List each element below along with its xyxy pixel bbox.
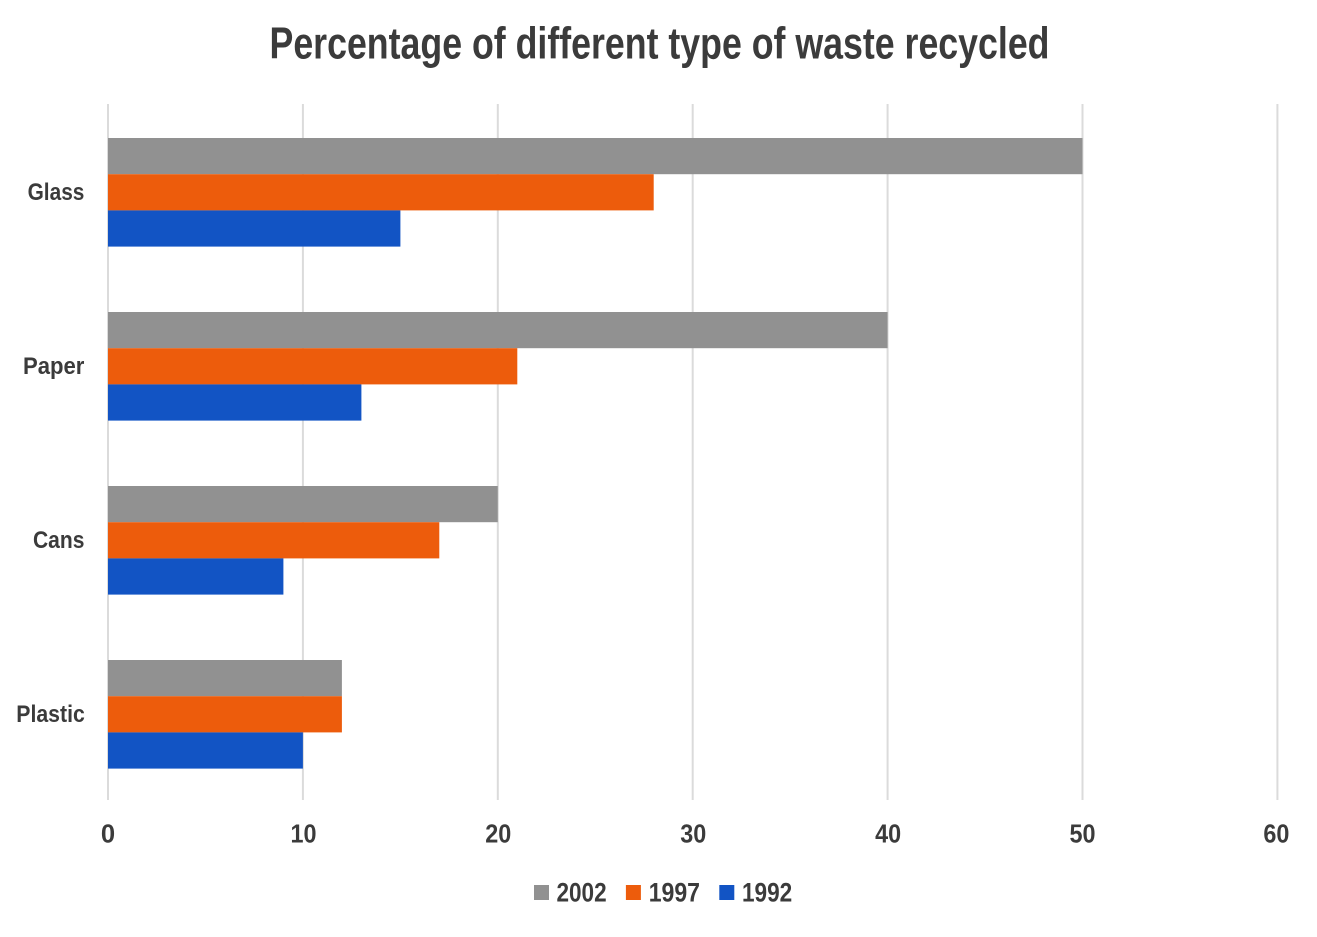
- svg-text:Cans: Cans: [33, 527, 84, 554]
- svg-text:60: 60: [1263, 821, 1289, 849]
- svg-text:20: 20: [485, 821, 511, 849]
- svg-text:Paper: Paper: [23, 353, 84, 380]
- svg-text:Plastic: Plastic: [16, 701, 85, 728]
- svg-text:30: 30: [680, 821, 706, 849]
- svg-text:50: 50: [1070, 821, 1096, 849]
- svg-text:Glass: Glass: [28, 179, 85, 206]
- svg-text:1992: 1992: [742, 878, 792, 908]
- svg-text:Percentage of different type o: Percentage of different type of waste re…: [270, 19, 1050, 69]
- svg-text:0: 0: [101, 821, 115, 849]
- svg-text:2002: 2002: [557, 878, 607, 908]
- svg-text:10: 10: [291, 821, 317, 849]
- svg-text:1997: 1997: [649, 878, 700, 908]
- svg-text:40: 40: [875, 821, 901, 849]
